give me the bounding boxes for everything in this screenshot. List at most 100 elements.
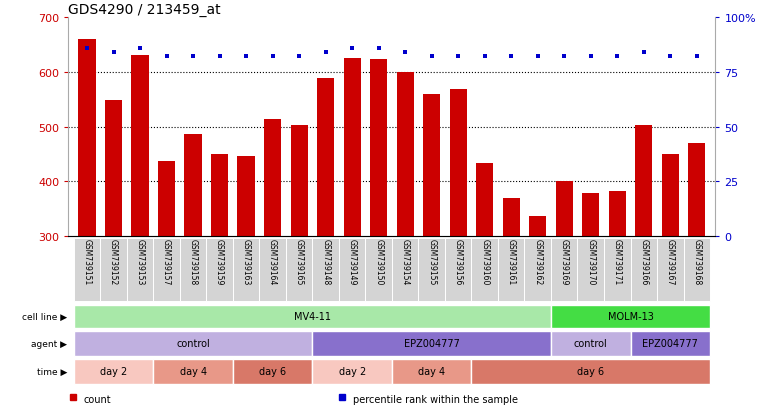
Text: day 2: day 2 — [100, 366, 127, 377]
Text: day 6: day 6 — [259, 366, 286, 377]
Bar — [317, 79, 334, 237]
Text: control: control — [177, 338, 210, 349]
Bar — [153, 238, 180, 301]
Bar — [476, 164, 493, 237]
Bar — [132, 56, 148, 237]
Text: GSM739156: GSM739156 — [454, 239, 463, 285]
Text: GSM739161: GSM739161 — [507, 239, 516, 285]
Text: GSM739171: GSM739171 — [613, 239, 622, 285]
Bar — [661, 154, 679, 237]
Bar — [312, 331, 551, 356]
Point — [214, 54, 226, 60]
Text: day 4: day 4 — [418, 366, 445, 377]
Bar — [365, 238, 392, 301]
Text: GSM739158: GSM739158 — [189, 239, 198, 285]
Bar — [291, 126, 307, 237]
Bar — [423, 95, 441, 237]
Bar — [343, 59, 361, 237]
Point — [320, 50, 332, 56]
Point — [558, 54, 570, 60]
Text: MOLM-13: MOLM-13 — [607, 311, 654, 321]
Point — [266, 54, 279, 60]
Bar — [127, 238, 153, 301]
Text: GSM739164: GSM739164 — [268, 239, 277, 285]
Bar — [392, 238, 419, 301]
Bar — [631, 238, 657, 301]
Point — [611, 54, 623, 60]
Text: GDS4290 / 213459_at: GDS4290 / 213459_at — [68, 3, 221, 17]
Bar — [286, 238, 312, 301]
Bar — [237, 156, 255, 237]
Bar — [450, 90, 466, 237]
Text: GSM739150: GSM739150 — [374, 239, 383, 285]
Point — [691, 54, 703, 60]
Bar — [445, 238, 472, 301]
Point — [399, 50, 411, 56]
Text: count: count — [83, 394, 111, 404]
Point — [479, 54, 491, 60]
Text: MV4-11: MV4-11 — [294, 311, 331, 321]
Bar — [502, 198, 520, 237]
Bar — [582, 194, 600, 237]
Text: EPZ004777: EPZ004777 — [404, 338, 460, 349]
Bar — [631, 331, 710, 356]
Bar — [657, 238, 683, 301]
Text: GSM739159: GSM739159 — [215, 239, 224, 285]
Bar — [206, 238, 233, 301]
Point — [452, 54, 464, 60]
Point — [187, 54, 199, 60]
Bar — [153, 359, 233, 384]
Text: GSM739157: GSM739157 — [162, 239, 171, 285]
Bar — [370, 60, 387, 237]
Bar — [74, 305, 551, 328]
Text: GSM739169: GSM739169 — [560, 239, 568, 285]
Point — [532, 54, 544, 60]
Text: GSM739163: GSM739163 — [241, 239, 250, 285]
Text: control: control — [574, 338, 607, 349]
Bar — [524, 238, 551, 301]
Bar — [233, 359, 312, 384]
Bar — [419, 238, 445, 301]
Bar — [556, 182, 573, 237]
Text: GSM739170: GSM739170 — [586, 239, 595, 285]
Text: cell line ▶: cell line ▶ — [22, 312, 67, 321]
Text: GSM739149: GSM739149 — [348, 239, 357, 285]
Point — [293, 54, 305, 60]
Bar — [105, 101, 123, 237]
Text: GSM739152: GSM739152 — [109, 239, 118, 285]
Bar — [233, 238, 260, 301]
Point — [81, 45, 93, 52]
Point — [584, 54, 597, 60]
Bar — [264, 119, 282, 237]
Bar — [551, 238, 578, 301]
Point — [134, 45, 146, 52]
Bar — [392, 359, 472, 384]
Text: GSM739166: GSM739166 — [639, 239, 648, 285]
Bar — [158, 161, 175, 237]
Point — [505, 54, 517, 60]
Bar — [184, 134, 202, 237]
Point — [107, 50, 119, 56]
Text: GSM739155: GSM739155 — [427, 239, 436, 285]
Bar — [74, 238, 100, 301]
Bar — [604, 238, 631, 301]
Bar — [211, 155, 228, 237]
Point — [161, 54, 173, 60]
Bar — [609, 192, 626, 237]
Point — [373, 45, 385, 52]
Bar — [529, 216, 546, 237]
Text: GSM739167: GSM739167 — [666, 239, 675, 285]
Text: GSM739168: GSM739168 — [693, 239, 702, 285]
Text: GSM739165: GSM739165 — [295, 239, 304, 285]
Bar — [74, 359, 153, 384]
Text: agent ▶: agent ▶ — [31, 339, 67, 348]
Text: GSM739162: GSM739162 — [533, 239, 543, 285]
Text: GSM739153: GSM739153 — [135, 239, 145, 285]
Bar — [74, 331, 312, 356]
Bar — [578, 238, 604, 301]
Bar — [688, 144, 705, 237]
Bar — [396, 73, 414, 237]
Bar — [100, 238, 127, 301]
Text: GSM739160: GSM739160 — [480, 239, 489, 285]
Text: day 2: day 2 — [339, 366, 366, 377]
